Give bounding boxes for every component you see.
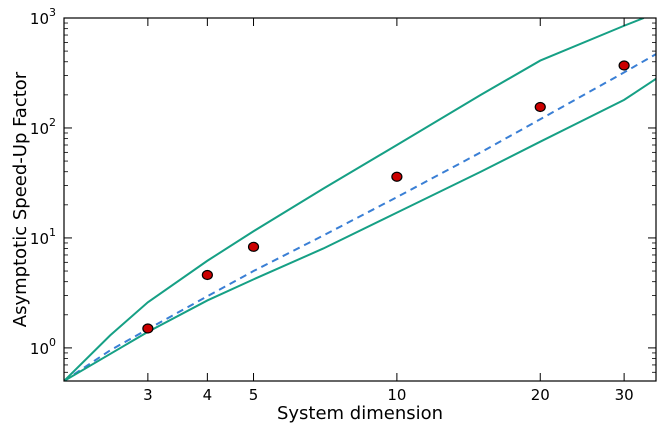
y-tick-exponent: 1 (49, 226, 56, 239)
x-tick-label: 5 (249, 386, 259, 404)
y-tick-label: 103 (30, 6, 56, 28)
data-point (142, 323, 154, 334)
x-tick-label: 20 (531, 386, 550, 404)
data-point (618, 60, 630, 71)
y-tick-exponent: 0 (49, 336, 56, 349)
x-tick-label: 4 (203, 386, 213, 404)
y-tick-label: 100 (30, 336, 56, 358)
y-tick-label: 102 (30, 116, 56, 138)
x-tick-label: 3 (143, 386, 153, 404)
bound-line-3 (64, 77, 656, 381)
y-tick-base: 10 (30, 340, 49, 358)
y-tick-label: 101 (30, 226, 56, 248)
bound-line-2 (64, 18, 645, 381)
y-tick-base: 10 (30, 10, 49, 28)
y-tick-exponent: 2 (49, 116, 56, 129)
plot-frame (63, 17, 657, 382)
data-point (391, 171, 403, 182)
series-layer (64, 18, 656, 381)
y-tick-base: 10 (30, 230, 49, 248)
y-tick-base: 10 (30, 120, 49, 138)
data-point (201, 269, 213, 281)
y-axis-title: Asymptotic Speed-Up Factor (10, 71, 31, 327)
x-tick-label: 30 (615, 386, 634, 404)
y-tick-exponent: 3 (49, 6, 56, 19)
x-tick-label: 10 (387, 386, 406, 404)
fit-line-dashed (64, 53, 656, 381)
data-point (534, 101, 546, 113)
data-point (247, 241, 260, 252)
x-axis-title: System dimension (277, 403, 443, 423)
